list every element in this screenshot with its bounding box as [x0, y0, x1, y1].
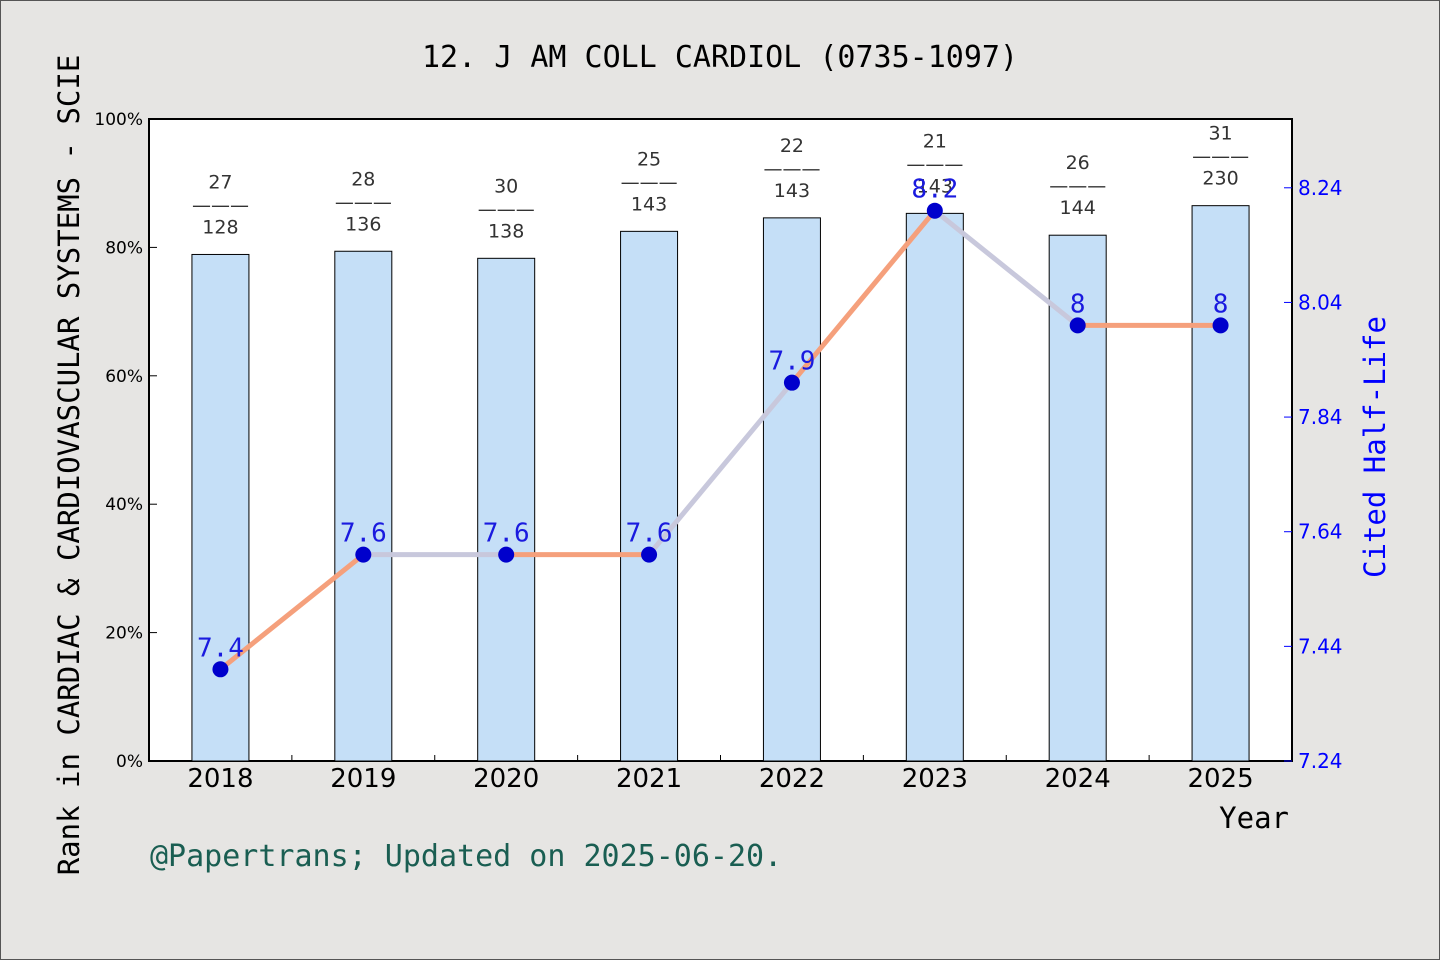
bar-rank-divider: ——— [621, 171, 678, 193]
bar-rank-divider: ——— [763, 158, 820, 180]
bar [762, 217, 821, 762]
y2-tick-label: 8.04 [1298, 290, 1343, 314]
bar-total-label: 143 [917, 175, 953, 197]
line-segment [789, 208, 938, 386]
y-tick-label: 40% [105, 495, 143, 515]
y-tick-label: 100% [94, 110, 143, 130]
line-point-label: 8.2 [911, 175, 958, 205]
line-point-label: 7.6 [626, 519, 673, 549]
line-point [641, 546, 658, 563]
y2-tick-label: 7.64 [1298, 520, 1343, 544]
y-tick-label: 80% [105, 238, 143, 258]
bar-rank-divider: ——— [1049, 175, 1106, 197]
line-point [212, 661, 229, 678]
line-segment [932, 208, 1081, 328]
x-tick-label: 2024 [1045, 764, 1111, 794]
x-tick-label: 2019 [330, 764, 396, 794]
line-point [783, 374, 800, 391]
x-tick-label: 2020 [473, 764, 539, 794]
line-point-label: 7.9 [768, 347, 815, 377]
bar [334, 250, 393, 762]
bar-total-label: 136 [345, 213, 381, 235]
y-tick-label: 0% [116, 752, 143, 772]
bar [620, 230, 679, 762]
bar-rank-label: 27 [208, 171, 232, 193]
bar-rank-label: 21 [923, 130, 947, 152]
y2-tick-label: 8.24 [1298, 176, 1343, 200]
bar [905, 212, 964, 762]
bar-rank-label: 25 [637, 148, 661, 170]
x-axis-label: Year [1219, 801, 1289, 835]
x-tick-label: 2023 [902, 764, 968, 794]
bar-total-label: 138 [488, 220, 524, 242]
y2-tick-label: 7.24 [1298, 749, 1343, 773]
line-segment [646, 380, 795, 558]
line-point [926, 202, 943, 219]
bar-total-label: 144 [1060, 197, 1096, 219]
y2-axis-label: Cited Half-Life [1358, 316, 1392, 578]
line-point-label: 8 [1213, 289, 1229, 319]
chart-title: 12. J AM COLL CARDIOL (0735-1097) [422, 40, 1018, 75]
y-tick-label: 60% [105, 367, 143, 387]
y2-tick-label: 7.44 [1298, 634, 1343, 658]
line-point [1069, 317, 1086, 334]
bar-rank-label: 31 [1208, 123, 1232, 145]
bar-rank-label: 30 [494, 175, 518, 197]
bar-rank-label: 28 [351, 168, 375, 190]
bar-rank-divider: ——— [192, 194, 249, 216]
x-tick-label: 2021 [616, 764, 682, 794]
line-point [1212, 317, 1229, 334]
bar [191, 253, 250, 762]
bar [477, 257, 536, 762]
y2-tick-label: 7.84 [1298, 405, 1343, 429]
x-tick-label: 2025 [1187, 764, 1253, 794]
line-point-label: 8 [1070, 289, 1086, 319]
bar-rank-divider: ——— [478, 198, 535, 220]
bar-total-label: 143 [774, 180, 810, 202]
line-point-label: 7.6 [483, 519, 530, 549]
bar-rank-label: 26 [1066, 152, 1090, 174]
line-point-label: 7.4 [197, 633, 244, 663]
line-layer: 7.4 7.6 7.6 7.6 7.9 8.2 8 8 [197, 175, 1229, 678]
line-point [498, 546, 515, 563]
bar-rank-divider: ——— [906, 153, 963, 175]
bar-total-label: 230 [1202, 168, 1238, 190]
bar [1191, 205, 1250, 762]
y-axis-label: Rank in CARDIAC & CARDIOVASCULAR SYSTEMS… [52, 55, 86, 876]
line-segment [217, 552, 366, 672]
line-point [355, 546, 372, 563]
bar-total-label: 128 [202, 216, 238, 238]
bar-rank-label: 22 [780, 135, 804, 157]
line-point-label: 7.6 [340, 519, 387, 549]
bar-rank-divider: ——— [335, 191, 392, 213]
bar-total-label: 143 [631, 193, 667, 215]
bar-rank-divider: ——— [1192, 146, 1249, 168]
x-tick-label: 2018 [187, 764, 253, 794]
x-tick-label: 2022 [759, 764, 825, 794]
footer-credit: @Papertrans; Updated on 2025-06-20. [150, 839, 782, 874]
bars-layer: 27———12828———13630———13825———14322———143… [191, 123, 1250, 762]
axes-layer: 0% 20% 40% 60% 80% 100% 7.24 7.44 7.64 7.84 8.04 8.… [94, 110, 1342, 794]
plot-area [148, 118, 1293, 762]
y-tick-label: 20% [105, 624, 143, 644]
